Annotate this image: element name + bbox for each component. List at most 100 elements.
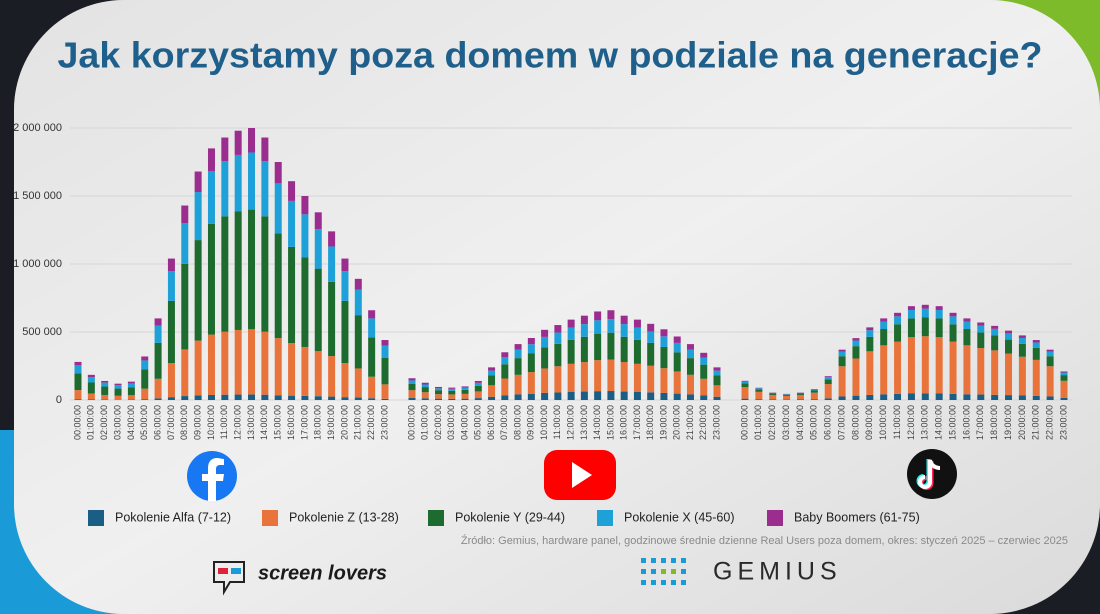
bar-segment bbox=[894, 393, 902, 400]
bar-segment bbox=[783, 394, 791, 395]
bar-segment bbox=[421, 384, 429, 388]
bar-segment bbox=[368, 376, 376, 399]
bar-segment bbox=[796, 399, 804, 400]
bar-segment bbox=[541, 368, 549, 393]
bar-segment bbox=[824, 379, 832, 385]
bar-segment bbox=[741, 380, 749, 382]
bar-segment bbox=[261, 394, 269, 400]
bar-segment bbox=[824, 398, 832, 400]
bar-segment bbox=[1018, 356, 1026, 396]
bar-segment bbox=[101, 382, 109, 387]
bar-segment bbox=[221, 394, 229, 400]
bar-segment bbox=[1005, 395, 1013, 400]
bar-segment bbox=[554, 332, 562, 344]
bar-segment bbox=[977, 348, 985, 395]
facebook-icon bbox=[187, 451, 237, 501]
bar-segment bbox=[769, 399, 777, 400]
bar-segment bbox=[1046, 351, 1054, 357]
bar-segment bbox=[234, 130, 242, 155]
bar-segment bbox=[381, 340, 389, 346]
x-tick-label: 04:00:00 bbox=[126, 405, 136, 440]
bar-segment bbox=[963, 321, 971, 330]
bar-segment bbox=[301, 214, 309, 258]
bar-segment bbox=[1032, 342, 1040, 348]
bar-segment bbox=[354, 315, 362, 369]
bar-segment bbox=[328, 281, 336, 357]
bar-segment bbox=[686, 394, 694, 400]
bar-segment bbox=[421, 382, 429, 385]
bar-segment bbox=[248, 209, 256, 330]
bar-segment bbox=[713, 367, 721, 371]
bar-segment bbox=[620, 315, 628, 325]
legend-swatch bbox=[88, 510, 104, 526]
bar-segment bbox=[700, 395, 708, 400]
legend-swatch bbox=[597, 510, 613, 526]
x-tick-label: 19:00:00 bbox=[658, 405, 668, 440]
bar-segment bbox=[921, 393, 929, 400]
bar-segment bbox=[87, 399, 95, 400]
x-tick-label: 16:00:00 bbox=[619, 405, 629, 440]
bar-segment bbox=[248, 329, 256, 395]
x-tick-label: 01:00:00 bbox=[753, 405, 763, 440]
x-tick-label: 09:00:00 bbox=[193, 405, 203, 440]
bar-segment bbox=[1018, 395, 1026, 400]
bar-segment bbox=[301, 196, 309, 215]
bar-segment bbox=[354, 289, 362, 316]
bar-segment bbox=[341, 397, 349, 400]
bar-segment bbox=[461, 393, 469, 399]
bar-segment bbox=[141, 399, 149, 400]
bar-segment bbox=[755, 389, 763, 392]
x-tick-label: 01:00:00 bbox=[420, 405, 430, 440]
bar-segment bbox=[1005, 333, 1013, 340]
bar-segment bbox=[594, 333, 602, 361]
bar-segment bbox=[408, 380, 416, 384]
x-tick-label: 20:00:00 bbox=[339, 405, 349, 440]
bar-segment bbox=[514, 358, 522, 375]
bar-segment bbox=[248, 394, 256, 400]
x-tick-label: 07:00:00 bbox=[499, 405, 509, 440]
source-note: Źródło: Gemius, hardware panel, godzinow… bbox=[461, 534, 1068, 547]
x-tick-label: 15:00:00 bbox=[273, 405, 283, 440]
bar-segment bbox=[607, 319, 615, 333]
bar-segment bbox=[167, 258, 175, 272]
bar-segment bbox=[101, 380, 109, 383]
x-tick-label: 19:00:00 bbox=[326, 405, 336, 440]
bar-segment bbox=[567, 391, 575, 400]
bar-segment bbox=[660, 346, 668, 369]
bar-segment bbox=[288, 395, 296, 400]
bar-segment bbox=[274, 395, 282, 400]
x-tick-label: 22:00:00 bbox=[698, 405, 708, 440]
bar-segment bbox=[341, 363, 349, 398]
bar-segment bbox=[154, 378, 162, 399]
bar-segment bbox=[1005, 339, 1013, 354]
bar-segment bbox=[594, 311, 602, 321]
bar-segment bbox=[852, 340, 860, 347]
screenlovers-logo: screen lovers bbox=[213, 561, 387, 596]
x-tick-label: 19:00:00 bbox=[1003, 405, 1013, 440]
bar-segment bbox=[127, 381, 135, 384]
bar-segment bbox=[647, 342, 655, 366]
bar-segment bbox=[673, 393, 681, 400]
bar-segment bbox=[181, 223, 189, 264]
bar-segment bbox=[221, 161, 229, 217]
bar-segment bbox=[949, 341, 957, 394]
panel-overlay bbox=[14, 0, 1100, 614]
bar-segment bbox=[991, 325, 999, 329]
bar-segment bbox=[368, 337, 376, 377]
bar-segment bbox=[907, 337, 915, 394]
bar-segment bbox=[221, 216, 229, 332]
x-tick-label: 14:00:00 bbox=[934, 405, 944, 440]
bar-segment bbox=[461, 398, 469, 400]
bar-segment bbox=[880, 345, 888, 395]
bar-segment bbox=[713, 370, 721, 376]
x-tick-label: 18:00:00 bbox=[645, 405, 655, 440]
bar-segment bbox=[1060, 371, 1068, 373]
x-tick-label: 21:00:00 bbox=[685, 405, 695, 440]
bar-segment bbox=[935, 393, 943, 400]
bar-segment bbox=[567, 319, 575, 328]
bar-segment bbox=[935, 306, 943, 310]
bar-segment bbox=[700, 357, 708, 365]
bar-segment bbox=[977, 332, 985, 349]
x-tick-label: 10:00:00 bbox=[878, 405, 888, 440]
bar-segment bbox=[288, 200, 296, 247]
